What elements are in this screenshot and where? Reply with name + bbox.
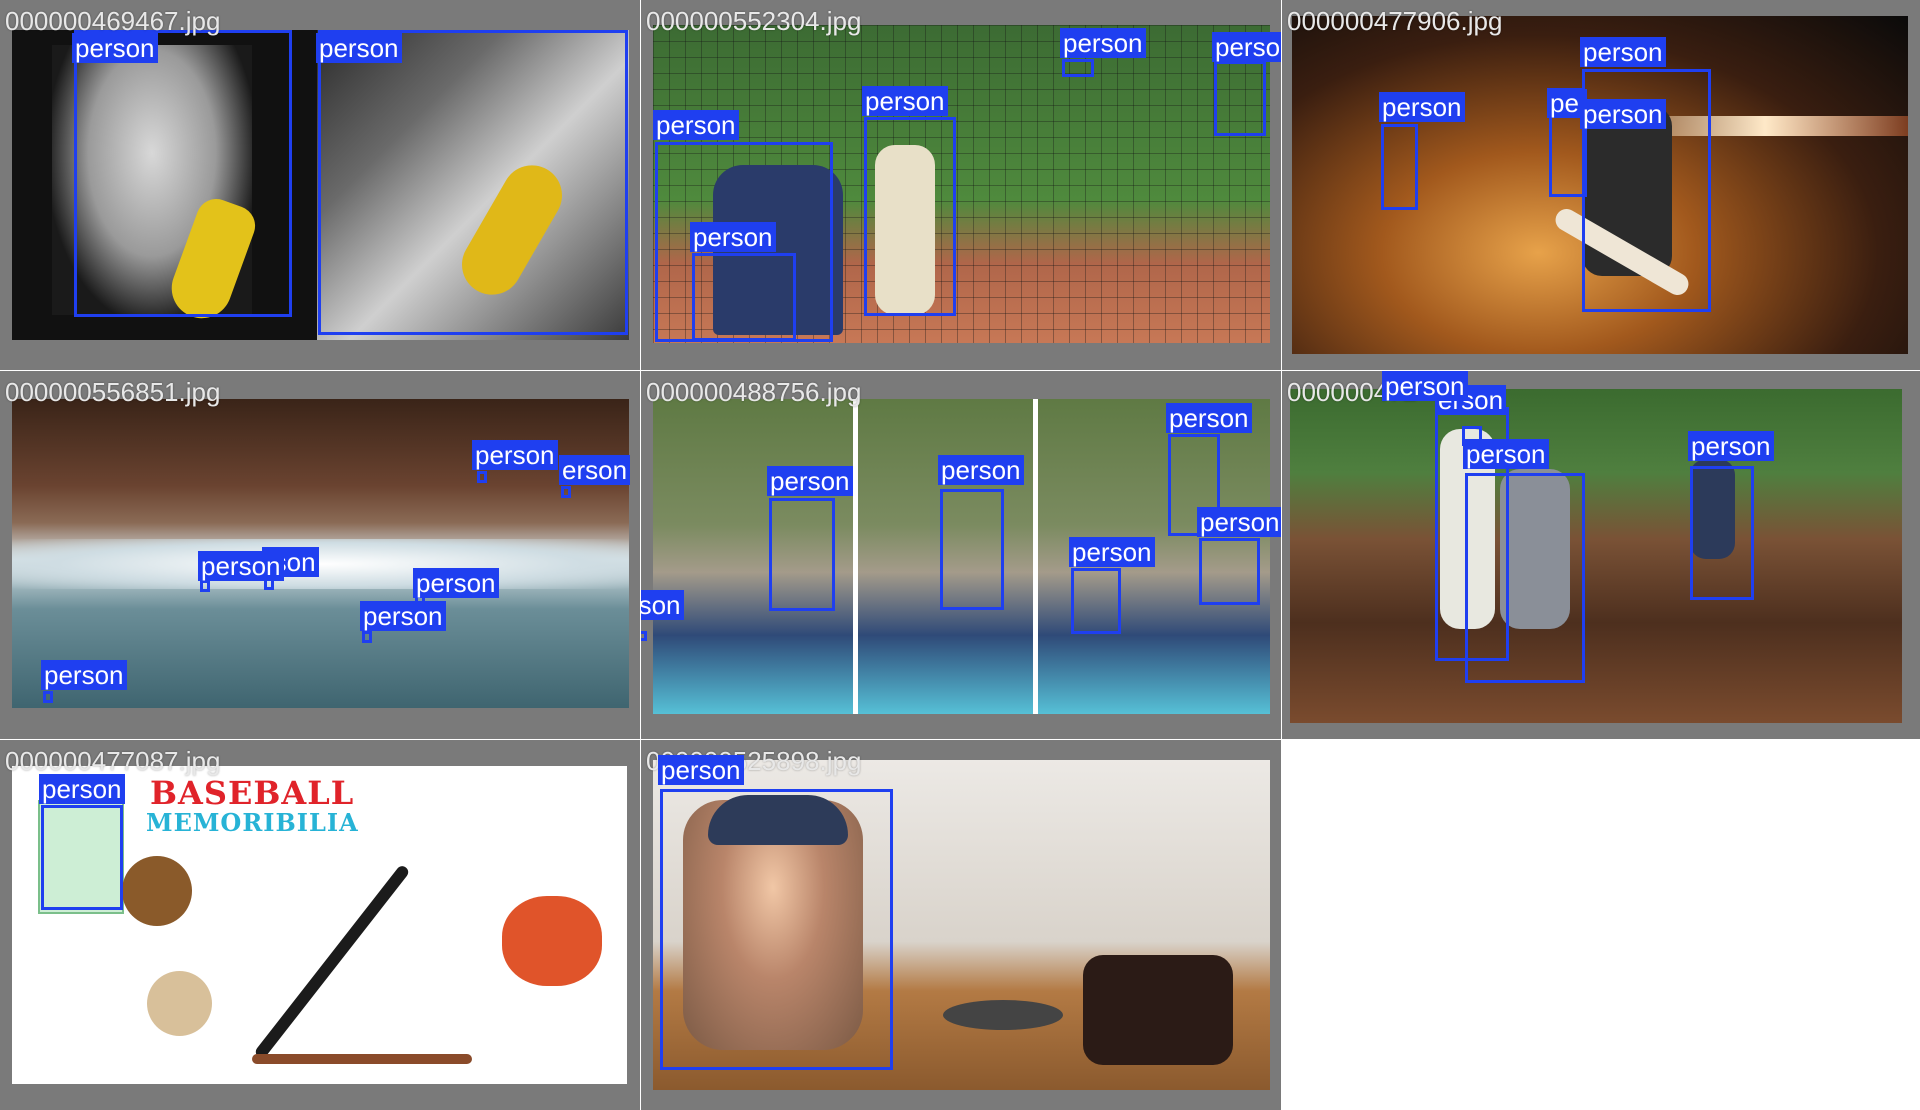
mosaic-tile[interactable]: 000000525898.jpg person [641,740,1281,1110]
filename-label: 000000552304.jpg [646,6,862,36]
bat-image [253,863,411,1061]
bounding-box [1214,61,1266,136]
tile-image [1290,389,1902,723]
filename-label: 000000469467.jpg [5,6,221,36]
detection-label: person [653,110,739,140]
detection-label: person [41,660,127,690]
player-image [875,145,935,315]
panel-divider [853,399,858,714]
mosaic-tile[interactable]: 000000472 erson person person person [1282,371,1920,739]
bounding-box [660,789,893,1070]
detection-label: person [658,755,744,785]
detection-label: person [690,222,776,252]
detection-label: person [316,33,402,63]
bounding-box [362,631,372,643]
cap-image [708,795,848,845]
detection-label: person [198,551,284,581]
bounding-box [692,253,796,341]
tile-image [1292,16,1908,354]
detection-label: person [72,33,158,63]
detection-label: person [472,440,558,470]
baseball-image [147,971,212,1036]
bat-image [252,1054,472,1064]
bounding-box [1199,538,1260,605]
detection-label: person [413,568,499,598]
baseball-card-image [38,800,124,914]
bounding-box [1465,473,1585,683]
mosaic-tile[interactable]: BASEBALL MEMORIBILIA 000000477087.jpg pe… [0,740,640,1110]
detection-label: person [1580,99,1666,129]
detection-label: erson [559,455,631,485]
bounding-box [1062,59,1094,77]
detection-label: person [1212,32,1281,62]
bounding-box [1381,124,1418,210]
detection-label: person [862,86,948,116]
glove-image [122,856,192,926]
detection-label: person [1069,537,1155,567]
tile-image: BASEBALL MEMORIBILIA [12,766,627,1084]
tile-image [653,760,1270,1090]
cake-image [1083,955,1233,1065]
detection-label: person [1197,507,1281,537]
bounding-box [477,471,487,483]
panel-divider [1033,399,1038,714]
detection-label: person [1379,92,1465,122]
detection-label: person [1688,431,1774,461]
detection-label: person [938,455,1024,485]
bounding-box [1071,568,1121,634]
mosaic-tile[interactable]: 000000477906.jpg person pe person person [1282,0,1920,370]
detection-label: person [1580,37,1666,67]
tile-image [653,25,1270,343]
poster-title: BASEBALL [150,774,355,812]
detection-label: person [39,774,125,804]
filename-label: 000000488756.jpg [646,377,862,407]
wave-image [12,539,629,589]
bounding-box [769,498,835,611]
bounding-box [940,489,1004,610]
detection-label: person [360,601,446,631]
mosaic-tile[interactable]: 000000488756.jpg person person person pe… [641,371,1281,739]
filename-label: 000000477906.jpg [1287,6,1503,36]
mosaic-tile[interactable]: 000000556851.jpg erson person rson perso… [0,371,640,739]
detection-label: person [641,590,684,620]
detection-label: person [1060,28,1146,58]
bounding-box [1690,466,1754,600]
bounding-box [864,117,956,316]
bounding-box [74,30,292,317]
detection-label: person [1382,371,1468,401]
detection-label: person [1463,439,1549,469]
light-streak-image [1622,116,1908,136]
bounding-box [641,631,647,641]
bounding-box [41,805,123,910]
detection-label: person [1166,403,1252,433]
mosaic-tile[interactable]: 000000552304.jpg person person person pe… [641,0,1281,370]
mosaic-tile[interactable]: 000000469467.jpg person person [0,0,640,370]
player-image [1500,469,1570,629]
bounding-box [561,486,571,498]
filename-label: 000000556851.jpg [5,377,221,407]
umpire-image [1690,459,1735,559]
bounding-box [318,30,628,335]
plate-image [943,1000,1063,1030]
poster-subtitle: MEMORIBILIA [146,808,359,837]
detection-label: pe [1547,88,1582,118]
tile-image [653,399,1270,714]
glove-image [502,896,602,986]
filename-label: 000000477087.jpg [5,746,221,776]
bounding-box [43,691,53,703]
bounding-box [200,580,210,592]
bounding-box [1168,434,1220,536]
bounding-box [1582,69,1711,312]
detection-label: person [767,466,853,496]
